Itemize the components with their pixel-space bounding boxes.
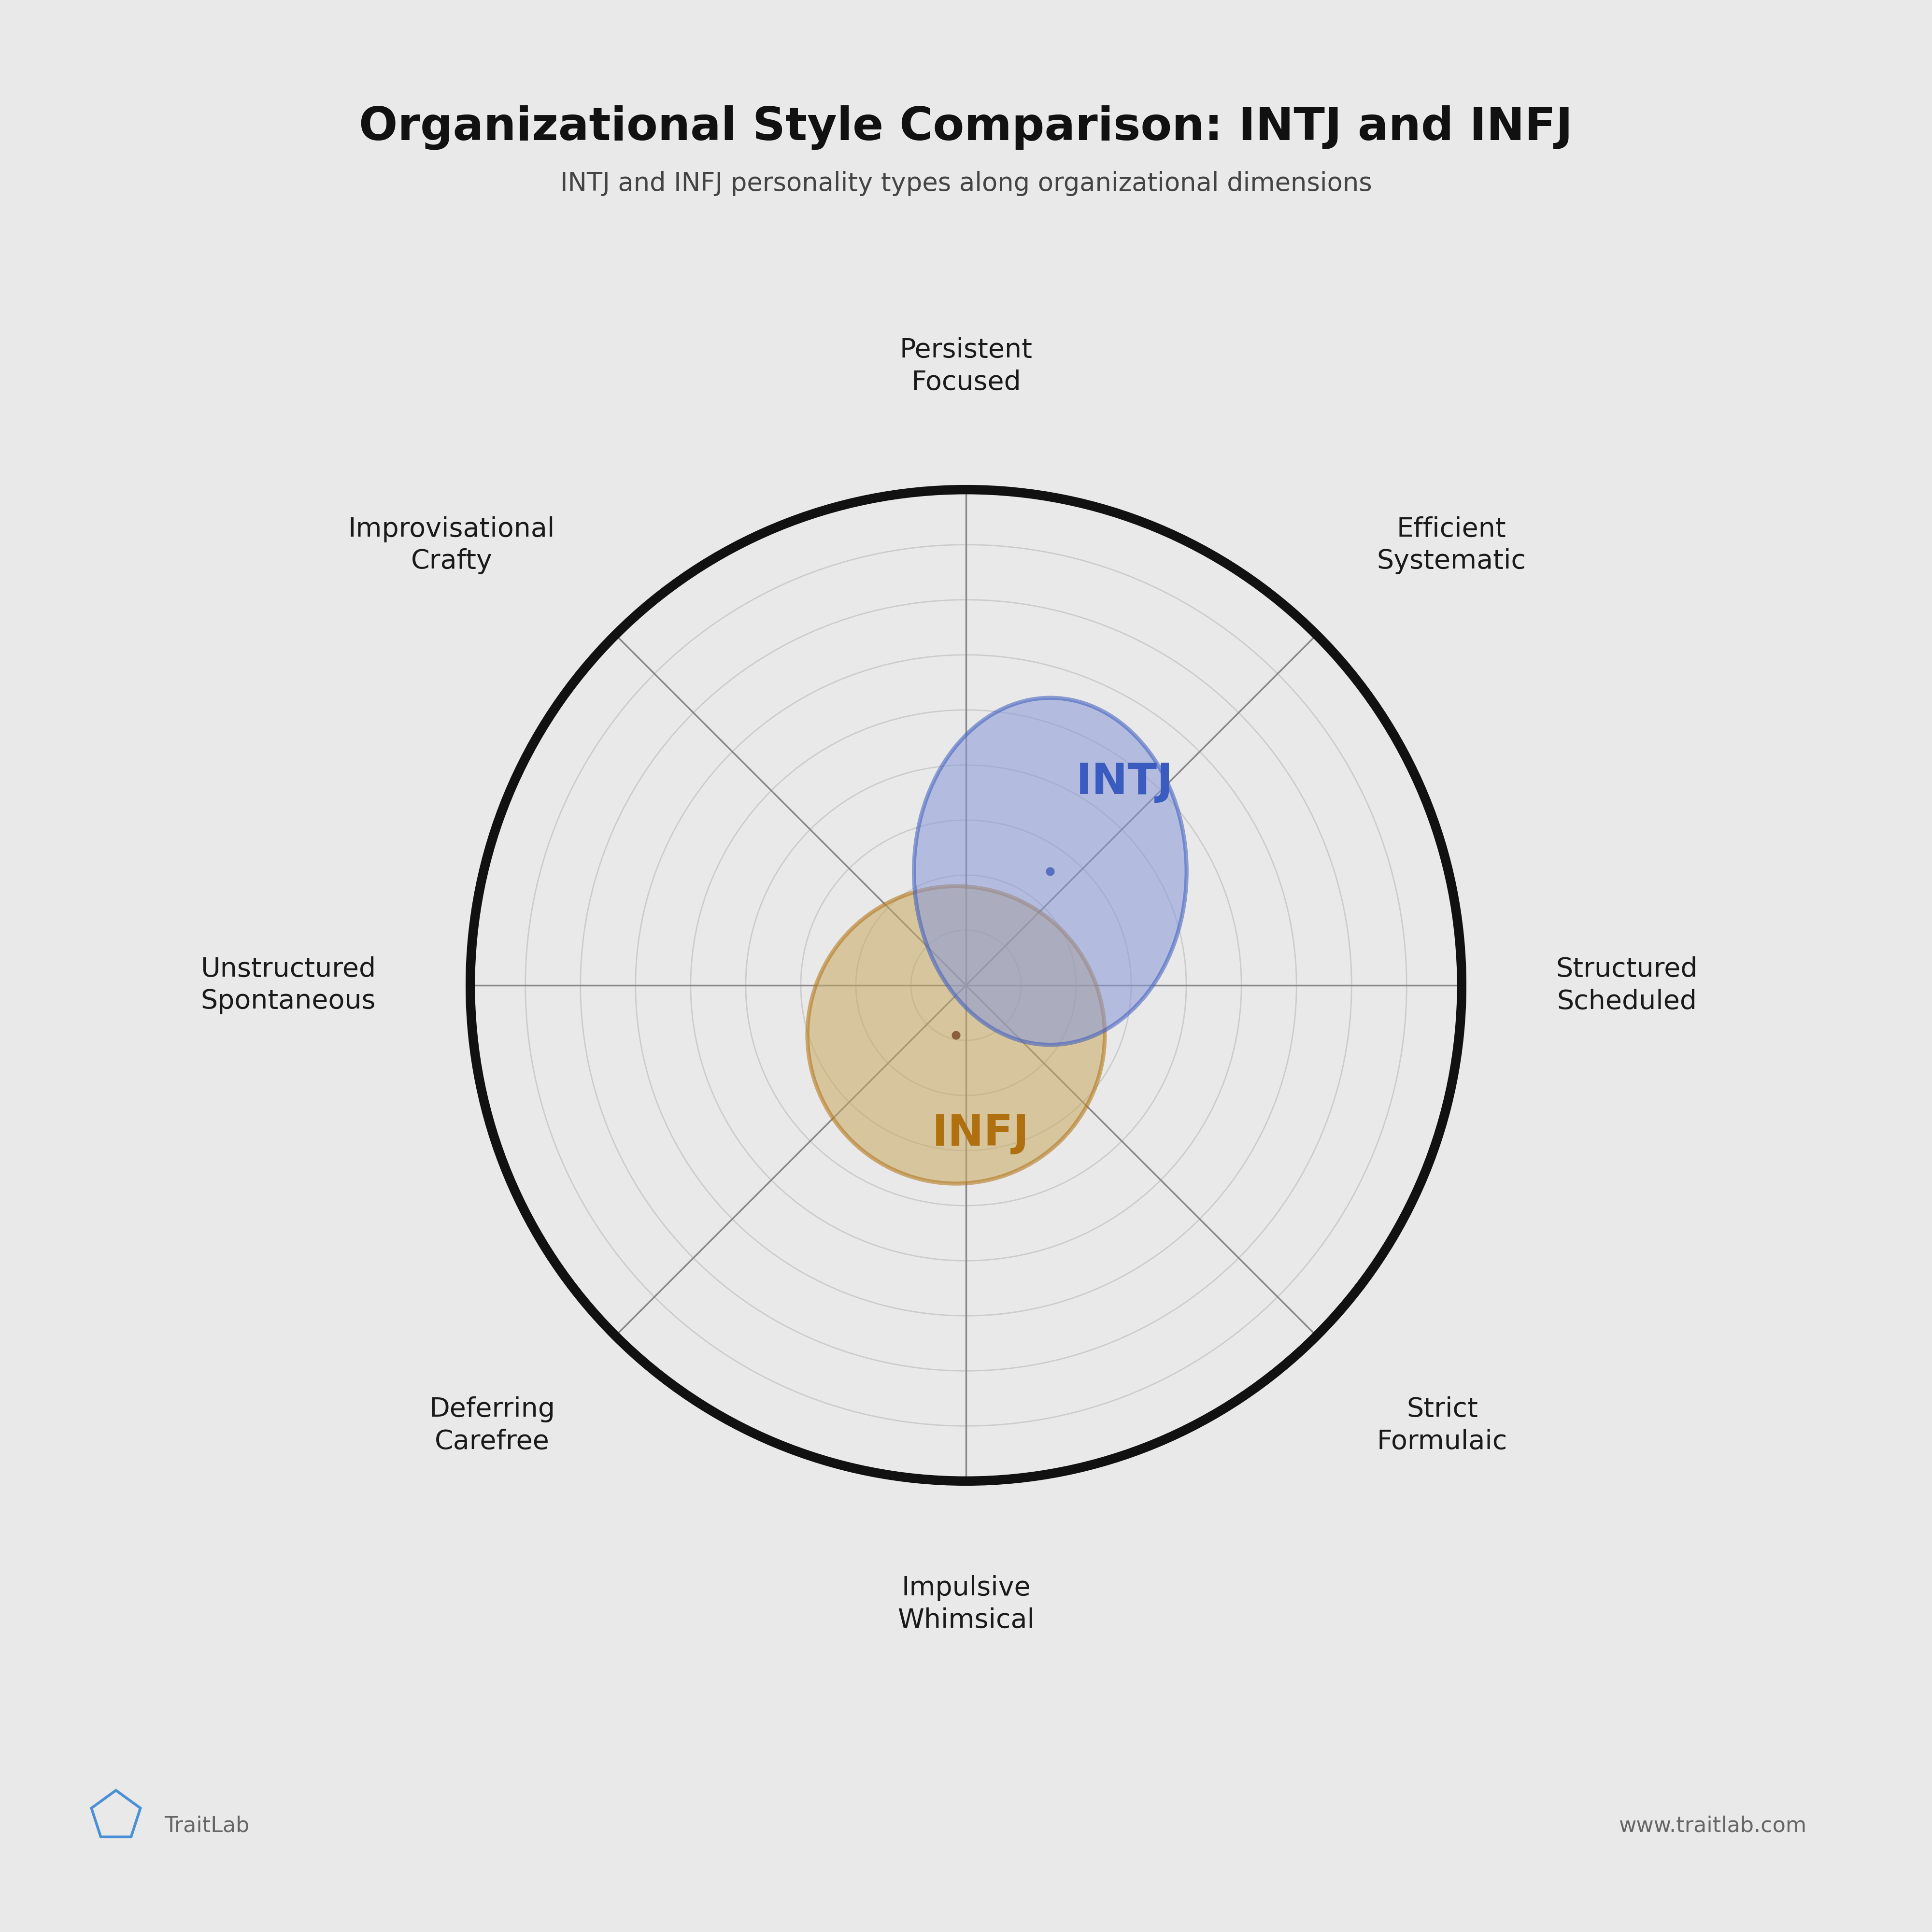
Text: Efficient
Systematic: Efficient Systematic [1378,516,1526,574]
Text: TraitLab: TraitLab [164,1816,249,1835]
Text: Strict
Formulaic: Strict Formulaic [1378,1397,1507,1455]
Ellipse shape [914,697,1186,1045]
Ellipse shape [808,887,1105,1184]
Text: Impulsive
Whimsical: Impulsive Whimsical [898,1575,1036,1633]
Text: INTJ: INTJ [1076,761,1173,804]
Text: Persistent
Focused: Persistent Focused [900,338,1032,396]
Text: INTJ and INFJ personality types along organizational dimensions: INTJ and INFJ personality types along or… [560,172,1372,197]
Text: Organizational Style Comparison: INTJ and INFJ: Organizational Style Comparison: INTJ an… [359,104,1573,151]
Text: Deferring
Carefree: Deferring Carefree [429,1397,554,1455]
Text: www.traitlab.com: www.traitlab.com [1619,1816,1806,1835]
Text: Improvisational
Crafty: Improvisational Crafty [348,516,554,574]
Text: INFJ: INFJ [933,1113,1030,1155]
Text: Unstructured
Spontaneous: Unstructured Spontaneous [201,956,377,1014]
Text: Structured
Scheduled: Structured Scheduled [1555,956,1698,1014]
